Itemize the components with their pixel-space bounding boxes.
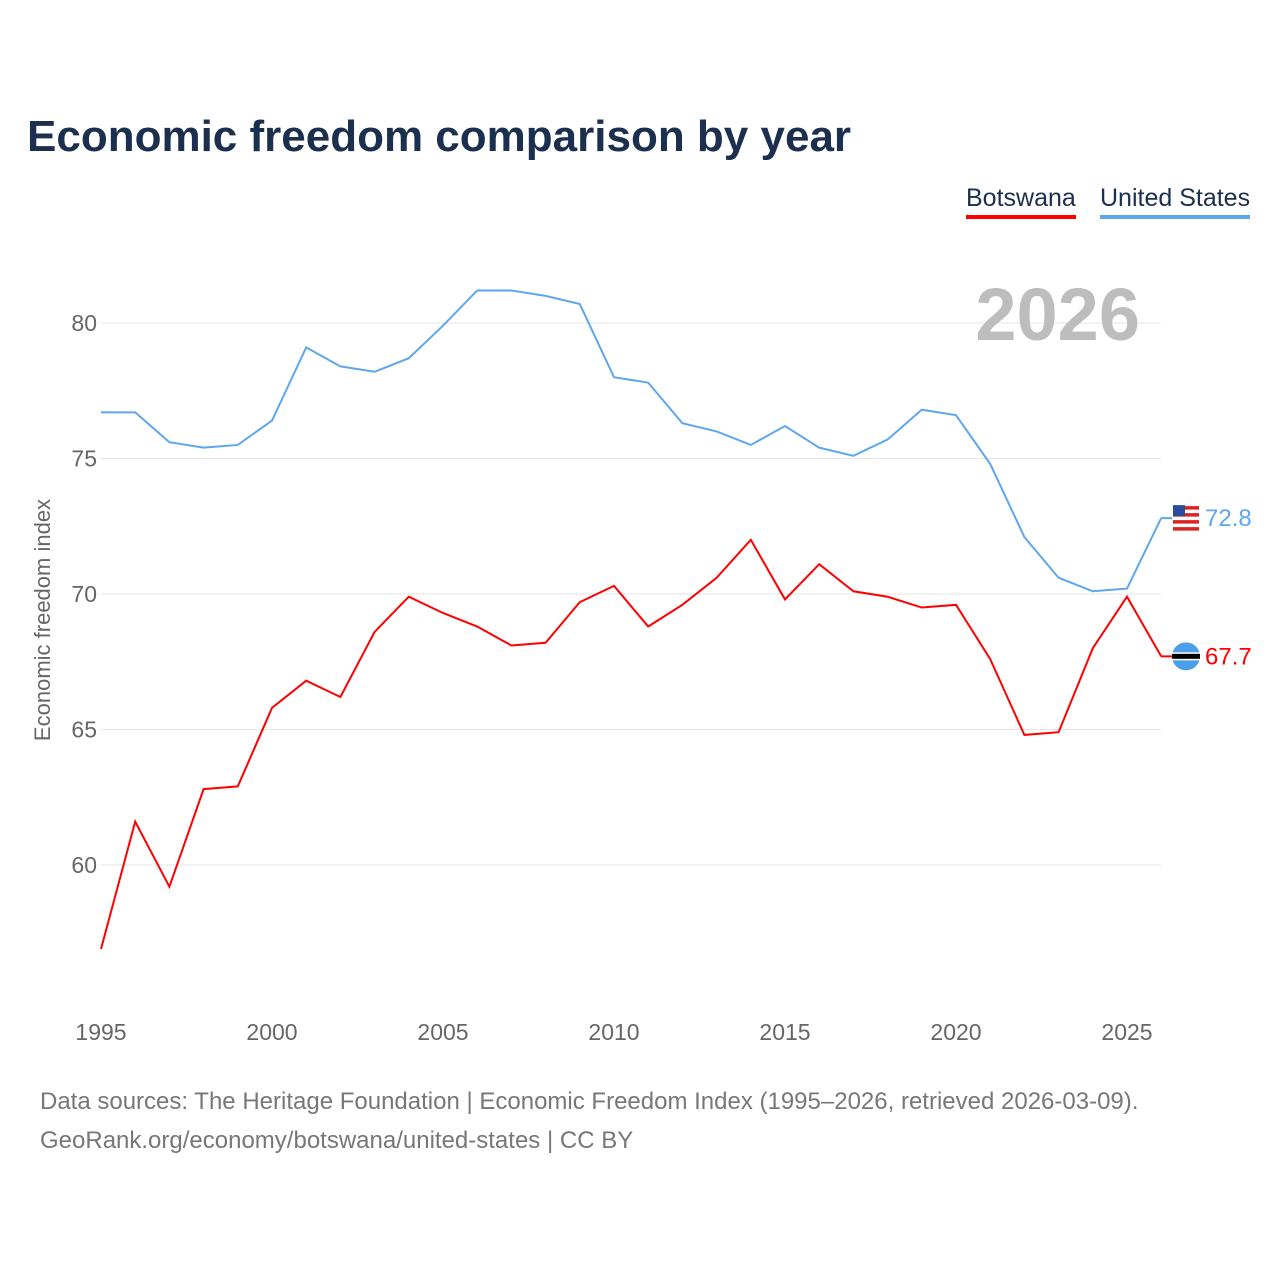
y-tick-label: 80 bbox=[71, 310, 97, 336]
series-line-botswana bbox=[100, 538, 1163, 950]
y-tick-label: 75 bbox=[71, 446, 97, 472]
x-tick-label: 2025 bbox=[1101, 1019, 1152, 1045]
x-tick-label: 2010 bbox=[588, 1019, 639, 1045]
source-line-1: Data sources: The Heritage Foundation | … bbox=[40, 1088, 1139, 1115]
y-axis-label: Economic freedom index bbox=[30, 499, 55, 741]
y-tick-label: 70 bbox=[71, 581, 97, 607]
year-watermark: 2026 bbox=[975, 273, 1140, 356]
x-tick-label: 1995 bbox=[75, 1019, 126, 1045]
legend-botswana[interactable]: Botswana bbox=[966, 184, 1076, 219]
end-value-label: 72.8 bbox=[1205, 505, 1252, 532]
source-line-2: GeoRank.org/economy/botswana/united-stat… bbox=[40, 1127, 634, 1154]
flag-stripe bbox=[1172, 653, 1200, 659]
y-tick-label: 60 bbox=[71, 852, 97, 878]
legend-united-states[interactable]: United States bbox=[1100, 184, 1251, 219]
flag-stripe bbox=[1173, 513, 1199, 517]
flag-stripe bbox=[1173, 520, 1199, 524]
x-tick-label: 2015 bbox=[759, 1019, 810, 1045]
flag-stripe bbox=[1173, 506, 1199, 510]
x-tick-label: 2005 bbox=[417, 1019, 468, 1045]
x-tick-label: 2000 bbox=[246, 1019, 297, 1045]
x-tick-label: 2020 bbox=[930, 1019, 981, 1045]
flag-canton bbox=[1173, 505, 1185, 517]
y-tick-label: 65 bbox=[71, 717, 97, 743]
series-line-united-states bbox=[101, 289, 1163, 593]
chart-title: Economic freedom comparison by year bbox=[27, 112, 852, 161]
flag-stripe bbox=[1173, 527, 1199, 531]
end-value-label: 67.7 bbox=[1205, 643, 1252, 670]
